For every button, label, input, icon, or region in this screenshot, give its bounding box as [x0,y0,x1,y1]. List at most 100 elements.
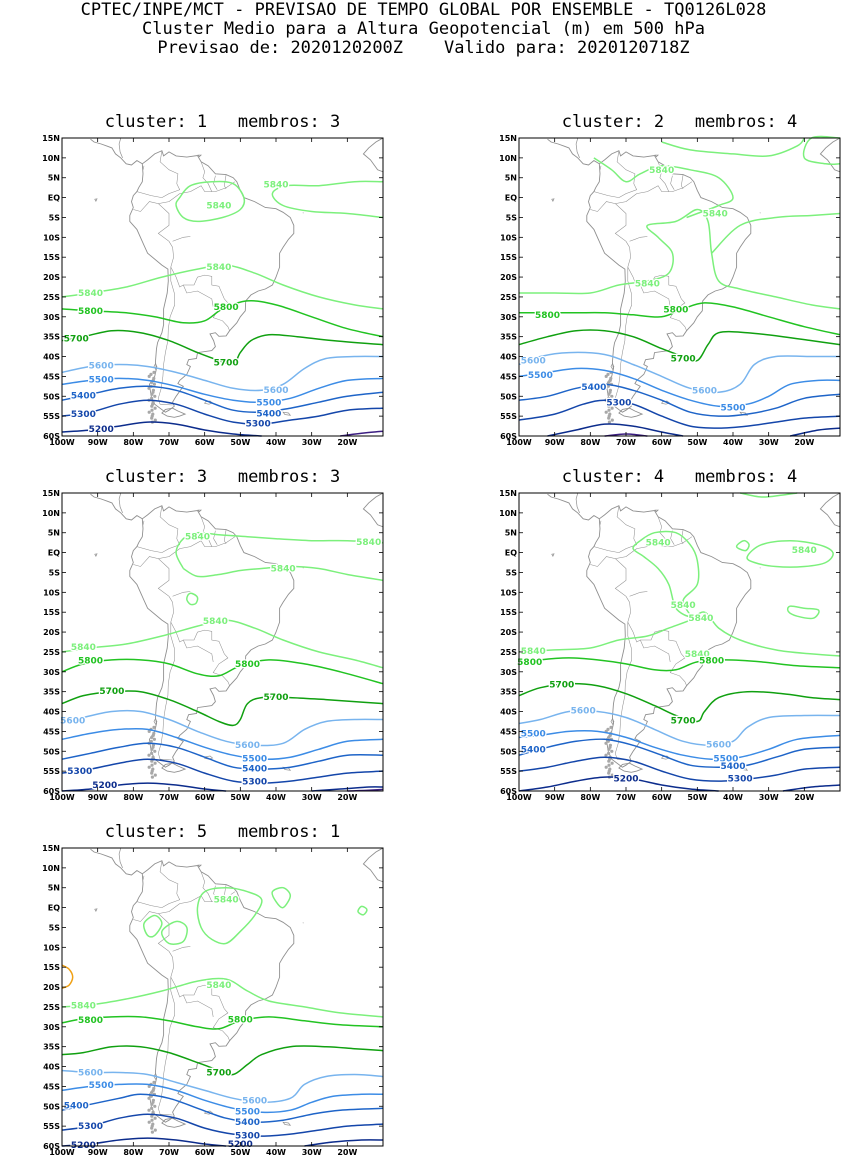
contour-label: 5300 [71,410,96,420]
country-border [133,911,159,922]
contour-5800 [519,302,841,336]
lat-tick-label: 35S [43,333,60,342]
contour-5600 [518,351,840,394]
contour-label: 5600 [571,706,596,716]
country-border [599,165,602,170]
country-border [142,165,145,170]
country-border [590,201,616,212]
contour-5840 [175,531,384,569]
country-border [183,284,214,307]
contour-label-layer: 5840 5840 5840 5840 5800 5800 5700 5700 5600 5600… [63,179,290,436]
lon-tick-label: 40W [723,438,743,447]
contour-label: 5840 [185,533,210,543]
archipelago-island [153,773,157,777]
contour-5300 [518,756,841,782]
contour-label: 5600 [235,741,260,751]
country-border [593,150,638,198]
archipelago-island [153,1116,157,1120]
lat-tick-label: 35S [43,688,60,697]
contour-label: 5840 [206,263,231,273]
archipelago-island [150,392,154,396]
archipelago-island [152,370,156,374]
country-border [172,591,191,597]
header-line-2: Cluster Medio para a Altura Geopotencial… [142,19,705,39]
archipelago-island [604,765,608,769]
archipelago-island [153,749,157,753]
contour-label: 5800 [535,311,560,321]
contour-label: 5800 [235,660,260,670]
contour-label: 5800 [228,1016,253,1026]
lat-tick-label: 20S [500,628,517,637]
lat-tick-label: 5N [505,174,517,183]
archipelago-island [150,1126,154,1130]
lat-tick-label: 5N [48,884,60,893]
lat-tick-label: 45S [500,372,517,381]
archipelago-island [147,410,151,414]
contour-5200 [311,786,384,792]
contour-5200 [789,427,841,437]
archipelago-island [607,763,611,767]
map-background [62,493,383,791]
contour-label: 5300 [78,1122,103,1132]
lat-tick-label: 40S [43,708,60,717]
contour-label: 5840 [71,643,96,653]
contour-5500 [61,727,384,761]
country-border [200,871,213,902]
lon-tick-label: 20W [794,438,814,447]
contour-5840 [746,539,834,568]
coastline-africa [362,492,384,528]
contour-5700 [61,329,384,366]
contour-label: 5700 [549,681,574,691]
archipelago-island [604,741,608,745]
archipelago-island [150,408,154,412]
contour-5840 [593,157,734,219]
lat-tick-label: 60S [500,432,517,441]
contour-5300 [61,758,384,784]
archipelago-island [150,747,154,751]
archipelago-island [610,773,614,777]
contour-layer [518,135,841,437]
contour-label: 5600 [692,386,717,396]
lat-tick-label: EQ [505,549,517,558]
lon-tick-label: 30W [302,438,322,447]
contour-label: 5840 [271,565,296,575]
archipelago-island [150,759,154,763]
contour-label: 5500 [242,754,267,764]
island-outline [282,1121,292,1126]
coastline-tierra-del-fuego [161,407,187,418]
island-outline [197,864,203,868]
island-outline [197,154,203,158]
country-border [158,181,236,204]
archipelago-island [150,416,154,420]
archipelago-island [147,765,151,769]
archipelago-island [604,386,608,390]
country-border [136,150,181,198]
contour-label: 5400 [521,746,546,756]
map-frame [61,492,384,792]
archipelago-island [607,771,611,775]
archipelago-island [147,729,151,733]
map-background [62,138,383,436]
lon-tick-label: 60W [195,438,215,447]
lon-tick-label: 50W [687,793,707,802]
contour-5800 [61,300,384,338]
coastline-south-america [129,860,295,1123]
lon-tick-label: 70W [616,793,636,802]
map-panel-2: 5840584058405800580057005600560055005500… [499,134,841,447]
lat-tick-label: 30S [43,313,60,322]
coastline-layer [547,492,841,779]
coastline-layer [90,137,384,424]
lat-tick-label: 55S [500,767,517,776]
contour-label: 5840 [263,181,288,191]
contour-label: 5800 [78,1016,103,1026]
lat-tick-label: 10S [43,588,60,597]
contour-5840 [786,605,820,620]
lat-tick-label: 15N [499,134,517,143]
lat-tick-label: 50S [43,392,60,401]
country-border [681,529,684,545]
lon-tick-label: 50W [230,1148,250,1157]
coastline-africa [362,137,384,173]
coastline-central-america [547,493,600,521]
lat-tick-label: 15S [500,253,517,262]
contour-5840 [661,137,805,158]
